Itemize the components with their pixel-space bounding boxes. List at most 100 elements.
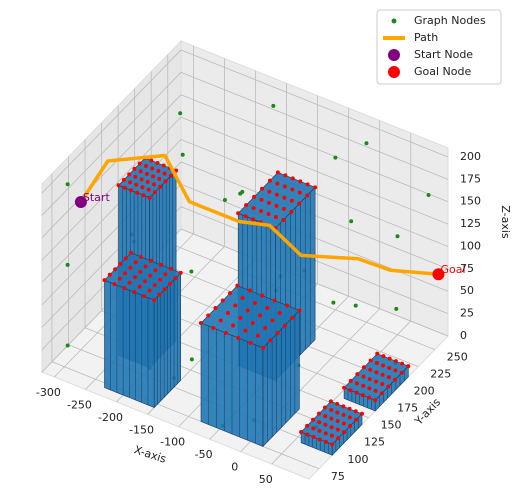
obstacle-node [213,306,218,311]
obstacle-node [277,310,282,315]
obstacle-node [348,378,353,383]
obstacle-node [282,323,287,328]
obstacle-node [298,179,303,184]
obstacle-node [231,323,236,328]
obstacle-node [223,330,228,335]
z-tick-label: 100 [460,239,481,252]
obstacle-node [367,386,372,391]
obstacle-node [151,182,156,187]
obstacle-node [273,215,278,220]
obstacle-node [198,321,203,326]
z-tick-label: 125 [460,217,481,230]
obstacle-node [341,421,346,426]
obstacle-node [102,278,107,283]
y-tick-label: 175 [397,402,418,415]
obstacle-node [305,423,310,428]
obstacle-node [206,313,211,318]
obstacle-node [147,288,152,293]
obstacle-node [353,417,358,422]
obstacle-node [393,368,398,373]
obstacle-node [243,214,248,219]
obstacle-node [268,338,273,343]
obstacle-node [143,163,148,168]
obstacle-node [317,437,322,442]
obstacle-node [150,166,155,171]
obstacle-node [354,390,359,395]
obstacle-node [348,424,353,429]
obstacle-node [342,385,347,390]
legend-label: Goal Node [414,65,471,78]
obstacle-node [133,260,138,265]
obstacle-node [140,185,145,190]
obstacle-node [113,267,118,272]
obstacle-node [157,176,162,181]
graph-node [271,103,276,108]
obstacle-node [139,177,144,182]
obstacle-node [380,382,385,387]
obstacle-node [162,171,167,176]
grid-line [180,94,449,203]
obstacle-node [260,186,265,191]
obstacle-node [127,280,132,285]
legend-label: Start Node [414,48,473,61]
obstacle-node [238,316,243,321]
obstacle-node [152,283,157,288]
legend-swatch [391,18,397,24]
obstacle-node [149,158,154,163]
obstacle-node [341,412,346,417]
obstacle-node [323,422,328,427]
grid-line [51,361,320,470]
obstacle-node [260,293,265,298]
obstacle-node [128,250,133,255]
graph-node [395,234,400,239]
obstacle-node [335,419,340,424]
obstacle-node [235,283,240,288]
obstacle-node [135,190,140,195]
obstacle-node [144,171,149,176]
obstacle-node [267,178,272,183]
obstacle-node [282,195,287,200]
obstacle-node [285,303,290,308]
obstacle-node [132,290,137,295]
obstacle-node [118,261,123,266]
obstacle-node [128,265,133,270]
graph-node [65,343,70,348]
z-tick-label: 50 [460,284,474,297]
obstacle-node [347,415,352,420]
grid-line [41,72,182,216]
obstacle-node [360,393,365,398]
graph-node [65,182,70,187]
obstacle-node [289,198,294,203]
obstacle-node [123,256,128,261]
graph-node [333,155,338,160]
legend-label: Graph Nodes [414,14,486,27]
obstacle-node [161,163,166,168]
obstacle-node [265,305,270,310]
obstacle-node [373,398,378,403]
obstacle-node [228,291,233,296]
obstacle-node [336,436,341,441]
obstacle-node [153,268,158,273]
obstacle-node [163,179,168,184]
x-tick-label: 0 [231,461,238,474]
obstacle-node [272,298,277,303]
obstacle-node [335,427,340,432]
z-tick-label: 0 [460,329,467,342]
obstacle-node [374,370,379,375]
obstacle-node [220,298,225,303]
obstacle-node [245,308,250,313]
obstacle-node [297,201,302,206]
obstacle-node [311,417,316,422]
obstacle-node [274,203,279,208]
obstacle-node [148,273,153,278]
obstacle-node [218,318,223,323]
obstacle-node [387,365,392,370]
obstacle-node [281,218,286,223]
grid-line [180,116,449,225]
obstacle-node [290,187,295,192]
obstacle-node [138,254,143,259]
obstacle-node [282,184,287,189]
obstacle-node [117,276,122,281]
